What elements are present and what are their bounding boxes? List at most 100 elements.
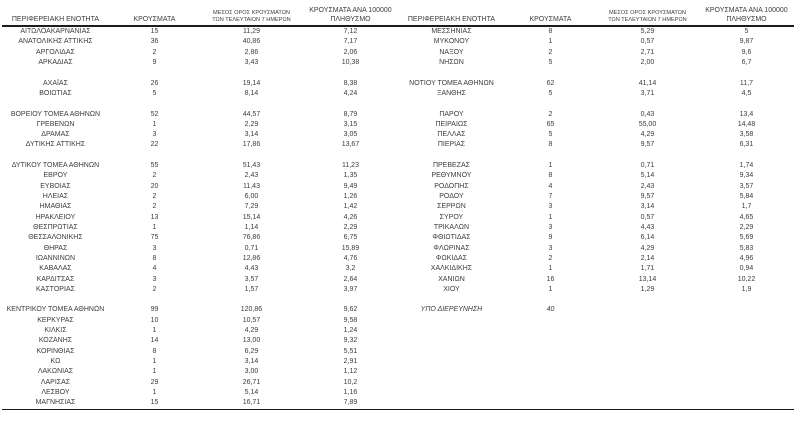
cell-region: ΤΡΙΚΑΛΩΝ xyxy=(433,223,470,231)
cell-region: ΑΡΚΑΔΙΑΣ xyxy=(38,58,73,66)
cell-cases: 2 xyxy=(152,203,157,211)
left-table-header: ΠΕΡΙΦΕΡΕΙΑΚΗ ΕΝΟΤΗΤΑ ΚΡΟΥΣΜΑΤΑ ΜΕΣΟΣ ΟΡΟ… xyxy=(2,3,398,25)
cell-per: 1,12 xyxy=(343,368,358,376)
cell-region: ΠΕΛΛΑΣ xyxy=(437,131,466,139)
table-row: ΑΡΓΟΛΙΔΑΣ 2 2,86 2,06 xyxy=(2,48,398,58)
table-row: ΛΑΡΙΣΑΣ 29 26,71 10,2 xyxy=(2,378,398,388)
cell-per: 3,15 xyxy=(343,120,358,128)
table-row: ΑΧΑΪΑΣ 26 19,14 8,38 xyxy=(2,79,398,89)
cell-region: ΗΛΕΙΑΣ xyxy=(42,193,69,200)
cell-cases: 4 xyxy=(152,265,157,273)
table-row: ΜΕΣΣΗΝΙΑΣ 8 5,29 5 xyxy=(398,27,794,37)
cell-cases: 14 xyxy=(150,337,159,345)
cell-cases: 8 xyxy=(152,254,157,262)
table-row-blank xyxy=(398,316,794,326)
cell-cases: 8 xyxy=(548,141,553,149)
cell-cases: 2 xyxy=(548,48,553,56)
header-line-1: ΚΡΟΥΣΜΑΤΑ ΑΝΑ 100000 xyxy=(705,7,788,15)
cell-cases: 2 xyxy=(152,172,157,180)
table-row-blank xyxy=(398,398,794,408)
table-row-blank xyxy=(398,336,794,346)
cell-per: 4,76 xyxy=(343,254,358,262)
cell-per: 13,67 xyxy=(341,141,360,149)
cell-cases: 15 xyxy=(150,399,159,407)
cell-region: ΣΕΡΡΩΝ xyxy=(437,203,466,211)
cell-cases: 3 xyxy=(152,131,157,139)
table-row: ΚΟΖΑΝΗΣ 14 13,00 9,32 xyxy=(2,336,398,346)
cell-per: 1,24 xyxy=(343,327,358,335)
cell-cases: 1 xyxy=(152,388,157,396)
cell-per: 1,9 xyxy=(741,285,752,293)
cell-avg: 76,86 xyxy=(242,234,261,242)
left-header-per100k: ΚΡΟΥΣΜΑΤΑ ΑΝΑ 100000 ΠΛΗΘΥΣΜΟ xyxy=(303,7,398,25)
table-row-blank xyxy=(398,378,794,388)
cell-per: 8,79 xyxy=(343,110,358,118)
cell-avg: 0,71 xyxy=(244,244,259,252)
cell-avg: 120,86 xyxy=(240,306,263,314)
table-row-blank xyxy=(398,326,794,336)
table-row: ΕΒΡΟΥ 2 2,43 1,35 xyxy=(2,171,398,181)
cell-avg: 2,14 xyxy=(640,254,655,262)
table-row: ΧΑΛΚΙΔΙΚΗΣ 1 1,71 0,94 xyxy=(398,264,794,274)
cell-per: 1,74 xyxy=(739,162,754,170)
table-row: ΡΕΘΥΜΝΟΥ 8 5,14 9,34 xyxy=(398,171,794,181)
cell-per: 1,35 xyxy=(343,172,358,180)
table-row: ΠΕΛΛΑΣ 5 4,29 3,58 xyxy=(398,130,794,140)
cell-avg: 3,43 xyxy=(244,58,259,66)
cell-avg: 4,43 xyxy=(640,223,655,231)
cell-cases: 13 xyxy=(150,213,159,221)
table-row: ΔΥΤΙΚΟΥ ΤΟΜΕΑ ΑΘΗΝΩΝ 55 51,43 11,23 xyxy=(2,161,398,171)
cell-per: 3,2 xyxy=(345,265,356,273)
cell-avg: 0,57 xyxy=(640,38,655,46)
table-row-blank xyxy=(398,347,794,357)
table-row: ΛΑΚΩΝΙΑΣ 1 3,00 1,12 xyxy=(2,367,398,377)
cell-avg: 2,00 xyxy=(640,58,655,66)
cell-cases: 99 xyxy=(150,306,159,314)
cell-avg: 0,57 xyxy=(640,213,655,221)
cell-avg: 10,57 xyxy=(242,316,261,324)
table-row: ΗΛΕΙΑΣ 2 6,00 1,26 xyxy=(2,192,398,202)
cell-per: 4,96 xyxy=(739,254,754,262)
cell-region: ΚΑΡΔΙΤΣΑΣ xyxy=(36,275,75,283)
cell-avg: 2,86 xyxy=(244,48,259,56)
cell-region: ΡΟΔΟΠΗΣ xyxy=(434,182,469,190)
table-row: ΚΑΒΑΛΑΣ 4 4,43 3,2 xyxy=(2,264,398,274)
cell-cases: 5 xyxy=(152,89,157,97)
cell-per: 9,62 xyxy=(343,306,358,314)
table-row-blank xyxy=(2,68,398,78)
cell-cases: 2 xyxy=(152,48,157,56)
cell-per: 10,22 xyxy=(737,275,756,283)
table-row: ΒΟΡΕΙΟΥ ΤΟΜΕΑ ΑΘΗΝΩΝ 52 44,57 8,79 xyxy=(2,110,398,120)
cell-region: ΚΕΡΚΥΡΑΣ xyxy=(37,316,74,324)
cell-per: 2,06 xyxy=(343,48,358,56)
table-row: ΔΡΑΜΑΣ 3 3,14 3,05 xyxy=(2,130,398,140)
cell-cases: 1 xyxy=(548,213,553,221)
cell-region: ΜΥΚΟΝΟΥ xyxy=(433,38,470,46)
cell-region: ΣΥΡΟΥ xyxy=(439,213,464,221)
table-row: ΚΑΡΔΙΤΣΑΣ 3 3,57 2,64 xyxy=(2,275,398,285)
table-row: ΠΕΙΡΑΙΩΣ 65 55,00 14,48 xyxy=(398,120,794,130)
cell-cases: 7 xyxy=(548,193,553,200)
cell-cases: 29 xyxy=(150,378,159,386)
cell-avg: 3,14 xyxy=(244,131,259,139)
cell-avg: 5,29 xyxy=(640,28,655,35)
table-row: ΘΕΣΣΑΛΟΝΙΚΗΣ 75 76,86 6,75 xyxy=(2,233,398,243)
cell-avg: 5,14 xyxy=(244,388,259,396)
cell-per: 9,34 xyxy=(739,172,754,180)
right-header-per100k: ΚΡΟΥΣΜΑΤΑ ΑΝΑ 100000 ΠΛΗΘΥΣΜΟ xyxy=(699,7,794,25)
cell-avg: 15,14 xyxy=(242,213,261,221)
table-row: ΚΩ 1 3,14 2,91 xyxy=(2,357,398,367)
cell-avg: 19,14 xyxy=(242,79,261,87)
cell-per: 9,6 xyxy=(741,48,752,56)
cell-avg: 4,29 xyxy=(640,244,655,252)
cell-avg: 11,29 xyxy=(242,28,260,35)
cell-avg: 7,29 xyxy=(244,203,259,211)
cell-cases: 1 xyxy=(548,162,553,170)
table-row: ΜΑΓΝΗΣΙΑΣ 15 16,71 7,89 xyxy=(2,398,398,408)
cell-region: ΠΡΕΒΕΖΑΣ xyxy=(432,162,470,170)
cell-region: ΗΡΑΚΛΕΙΟΥ xyxy=(35,213,76,221)
table-row: ΘΗΡΑΣ 3 0,71 15,89 xyxy=(2,244,398,254)
cell-avg: 17,86 xyxy=(242,141,261,149)
cell-cases: 1 xyxy=(152,368,157,376)
cell-cases: 1 xyxy=(152,223,157,231)
